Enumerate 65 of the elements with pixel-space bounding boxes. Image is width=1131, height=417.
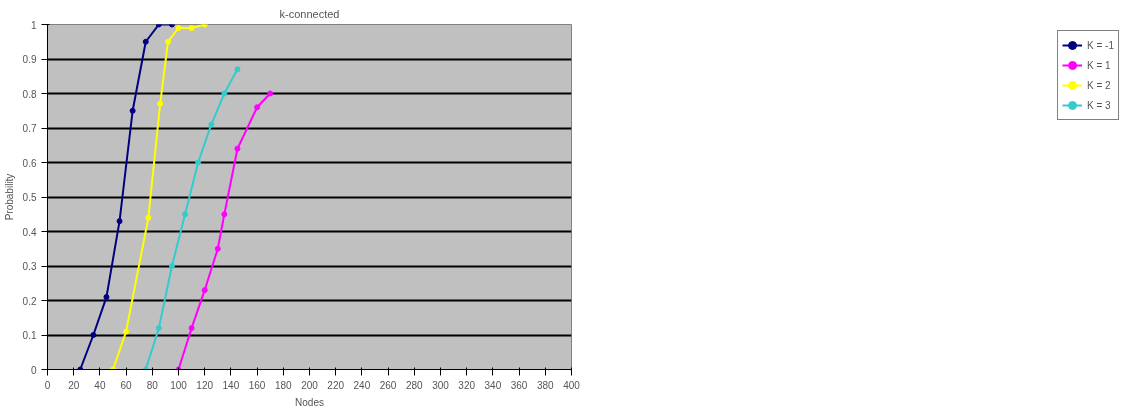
x-tick-label: 100 (170, 379, 188, 391)
point (221, 211, 228, 218)
y-tick-label: 0.9 (22, 54, 37, 65)
point (188, 24, 195, 31)
legend-label: K = 3 (1087, 99, 1111, 111)
x-tick-label: 60 (120, 379, 133, 391)
point (182, 211, 189, 218)
x-tick-label: 160 (248, 379, 266, 391)
point (155, 325, 162, 332)
legend-label: K = 1 (1087, 59, 1111, 71)
x-tick-label: 340 (484, 379, 502, 391)
point (116, 218, 123, 225)
y-tick-label: 0.5 (22, 192, 37, 203)
y-tick-label: 0.8 (22, 88, 37, 100)
point (195, 159, 202, 166)
x-tick-label: 360 (510, 379, 528, 391)
point (221, 90, 228, 97)
y-tick-label: 0.6 (22, 157, 37, 169)
point (168, 263, 175, 269)
point (208, 121, 215, 128)
y-tick-label: 0.4 (22, 226, 37, 238)
x-tick-label: 220 (327, 379, 345, 391)
point (90, 332, 97, 338)
point (157, 100, 164, 107)
point (165, 38, 172, 45)
x-tick-label: 40 (94, 379, 106, 391)
y-tick-label: 0 (30, 364, 37, 376)
chart-title: k-connected (279, 7, 340, 20)
y-tick-label: 0.7 (22, 123, 37, 134)
x-tick-label: 80 (146, 379, 159, 391)
y-tick-label: 1 (30, 19, 37, 31)
point (214, 245, 221, 252)
y-tick-label: 0.2 (22, 295, 37, 307)
x-tick-label: 260 (379, 379, 397, 391)
point (145, 214, 152, 221)
point (123, 328, 130, 335)
x-tick-label: 140 (222, 379, 240, 391)
legend-label: K = -1 (1087, 39, 1114, 51)
x-tick-label: 380 (536, 379, 555, 391)
point (103, 294, 110, 301)
point (188, 325, 195, 332)
x-tick-label: 0 (44, 379, 51, 391)
x-tick-label: 200 (301, 379, 319, 391)
point (129, 107, 136, 114)
y-tick-label: 0.3 (22, 261, 37, 272)
point (234, 145, 241, 152)
x-tick-label: 300 (432, 379, 450, 391)
x-tick-label: 20 (68, 379, 80, 391)
x-tick-label: 180 (274, 379, 293, 391)
point (110, 366, 116, 370)
point (267, 90, 274, 97)
legend-label: K = 2 (1087, 79, 1111, 91)
point (175, 24, 182, 31)
point (234, 66, 241, 73)
x-tick-label: 320 (458, 379, 476, 391)
x-tick-label: 400 (563, 379, 581, 391)
point (142, 38, 149, 45)
x-tick-label: 240 (353, 379, 371, 391)
y-axis-title: Probability (3, 173, 15, 221)
point (254, 104, 261, 111)
x-axis-title: Nodes (295, 396, 324, 408)
x-tick-label: 280 (405, 379, 424, 391)
point (201, 287, 208, 294)
x-tick-label: 120 (196, 379, 214, 391)
y-tick-label: 0.1 (22, 330, 37, 341)
